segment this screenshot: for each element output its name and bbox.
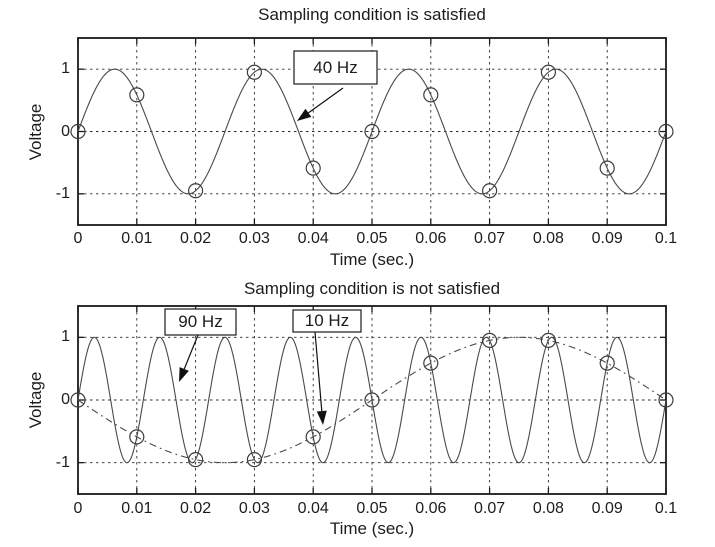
y-tick-label: -1 (55, 453, 70, 471)
sample-marker (658, 123, 674, 140)
annotation-arrow-head (179, 367, 189, 382)
y-tick-label: 1 (61, 328, 70, 346)
annotation-arrow-head (297, 108, 312, 121)
x-tick-label: 0.05 (356, 230, 388, 247)
x-tick-label: 0 (73, 230, 83, 247)
x-tick-label: 0.01 (121, 500, 153, 517)
sample-marker (423, 87, 439, 103)
x-tick-label: 0.1 (654, 230, 678, 247)
sample-marker (305, 160, 321, 176)
sample-marker (482, 183, 498, 199)
x-tick-label: 0.03 (238, 230, 270, 247)
x-tick-label: 0.07 (474, 230, 506, 247)
sample-marker (540, 332, 557, 349)
curve-40-hz-sine-wave (77, 68, 667, 195)
x-tick-label: 0 (73, 500, 83, 517)
chart2-annotation-90hz: 90 Hz (178, 312, 223, 332)
y-tick-label: -1 (55, 184, 70, 202)
x-tick-label: 0.06 (415, 230, 447, 247)
x-tick-label: 0.04 (297, 230, 329, 247)
sample-marker (246, 451, 262, 468)
sample-marker (305, 429, 321, 445)
annotation-arrow-line (183, 334, 199, 370)
sample-marker (70, 123, 86, 140)
chart1-x-axis-label: Time (sec.) (329, 250, 415, 269)
y-tick-label: 0 (61, 122, 70, 140)
y-tick-label: 0 (61, 391, 70, 408)
sample-marker (70, 392, 86, 408)
x-tick-label: 0.08 (532, 500, 564, 517)
chart1-annotation-40hz: 40 Hz (313, 57, 358, 77)
x-tick-label: 0.06 (415, 500, 447, 517)
x-tick-label: 0.04 (297, 500, 329, 517)
sample-marker (246, 64, 262, 80)
sample-marker (599, 355, 615, 371)
x-tick-label: 0.08 (532, 230, 564, 247)
x-tick-label: 0.03 (238, 500, 270, 517)
sample-marker (188, 183, 204, 199)
sample-marker (599, 160, 615, 176)
chart2-x-axis-label: Time (sec.) (329, 519, 415, 538)
sample-marker (482, 332, 498, 349)
chart-2 (70, 305, 674, 495)
x-tick-label: 0.02 (180, 500, 212, 517)
annotation-box (293, 50, 378, 85)
x-tick-label: 0.09 (591, 230, 623, 247)
annotation-box (164, 308, 237, 336)
annotation-box (292, 309, 362, 333)
chart1-title: Sampling condition is satisfied (258, 5, 486, 24)
annotation-arrow-line (314, 331, 323, 412)
chart-1 (70, 37, 674, 226)
x-tick-label: 0.05 (356, 500, 388, 517)
sample-marker (129, 429, 145, 445)
sample-marker (364, 123, 380, 140)
x-tick-label: 0.1 (654, 500, 678, 517)
curve-10-hz-aliased-wave (77, 336, 667, 464)
chart2-annotation-10hz: 10 Hz (304, 311, 350, 331)
sample-marker (423, 355, 439, 371)
sample-marker (188, 451, 204, 468)
sample-marker (129, 87, 145, 103)
x-tick-label: 0.09 (591, 500, 623, 517)
annotation-arrow-head (316, 410, 327, 425)
x-tick-label: 0.01 (121, 230, 153, 247)
x-tick-label: 0.07 (474, 500, 506, 517)
y-tick-label: 1 (61, 60, 70, 78)
sample-marker (658, 392, 674, 408)
x-tick-label: 0.02 (180, 230, 212, 247)
sample-marker (364, 392, 380, 408)
chart2-title: Sampling condition is not satisfied (243, 279, 501, 298)
annotation-arrow-line (308, 87, 344, 114)
sample-marker (540, 64, 557, 80)
